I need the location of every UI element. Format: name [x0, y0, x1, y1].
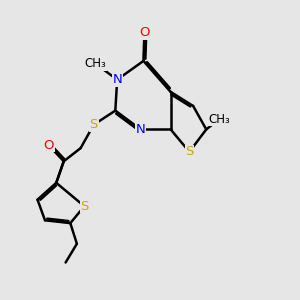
Text: CH₃: CH₃	[85, 57, 106, 70]
Text: O: O	[139, 26, 150, 39]
Text: O: O	[44, 139, 54, 152]
Text: CH₃: CH₃	[208, 112, 230, 126]
Text: S: S	[185, 146, 194, 158]
Text: N: N	[136, 123, 146, 136]
Text: N: N	[112, 73, 122, 86]
Text: S: S	[90, 118, 98, 131]
Text: S: S	[80, 200, 88, 213]
